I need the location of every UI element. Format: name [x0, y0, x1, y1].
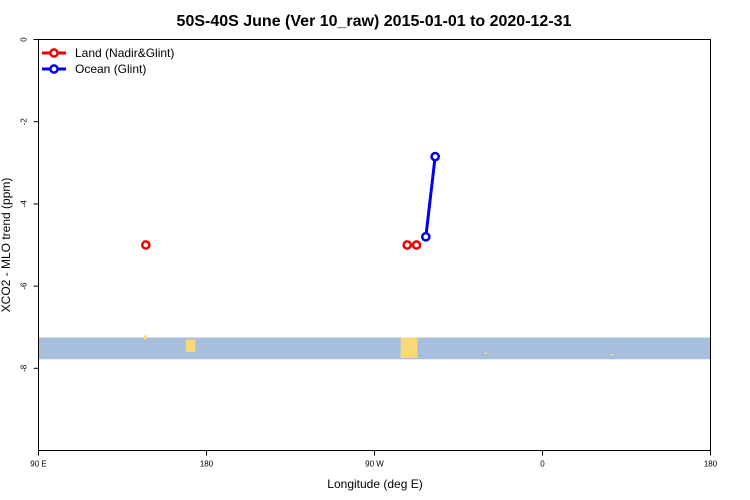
series-ocean-point-0 [420, 231, 431, 242]
x-axis-label: Longitude (deg E) [327, 477, 422, 491]
y-tick-label-1: -2 [20, 118, 29, 126]
series-land-point-2 [411, 240, 422, 250]
map-strip-land-0 [143, 335, 147, 340]
y-tick-label-2: -4 [20, 200, 29, 208]
series-land-point-1 [402, 240, 413, 250]
series-ocean-point-1 [430, 151, 441, 162]
axes: 90 E 180 90 W 0 180 0 -2 -4 -6 -8 [20, 37, 718, 469]
chart-title: 50S-40S June (Ver 10_raw) 2015-01-01 to … [177, 13, 572, 30]
map-strip-land-2 [400, 337, 418, 359]
plot-frame [38, 39, 711, 451]
legend-ocean-label: Ocean (Glint) [75, 62, 146, 76]
y-axis-label: XCO2 - MLO trend (ppm) [0, 178, 13, 313]
map-strip-ocean [38, 337, 711, 360]
series-land-point-0 [140, 240, 151, 250]
y-tick-label-3: -6 [20, 282, 29, 290]
x-tick-label-0: 90 E [30, 460, 46, 469]
x-tick-label-2: 90 W [365, 460, 384, 469]
legend-land-marker [49, 48, 59, 58]
legend-land-label: Land (Nadir&Glint) [75, 46, 174, 60]
series-ocean-line-segment [424, 156, 437, 237]
map-strip-land-1 [185, 339, 196, 352]
y-tick-label-0: 0 [20, 37, 29, 42]
plot-area [38, 151, 711, 360]
x-tick-label-1: 180 [200, 460, 214, 469]
x-tick-label-4: 180 [704, 460, 718, 469]
map-strip-land-3 [484, 351, 487, 354]
legend-ocean-marker [49, 64, 59, 74]
legend: Land (Nadir&Glint) Ocean (Glint) [42, 46, 174, 76]
x-tick-label-3: 0 [540, 460, 545, 469]
y-tick-label-4: -8 [20, 364, 29, 372]
map-strip-land-4 [611, 353, 614, 356]
